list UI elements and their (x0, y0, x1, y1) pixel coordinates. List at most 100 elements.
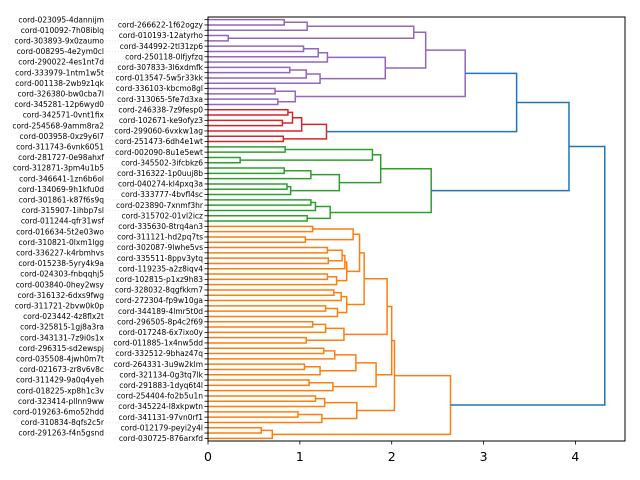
leaf-label: cord-310834-8qfs2c5r (21, 418, 105, 427)
leaf-label: cord-018225-xp8h1c3v (17, 386, 105, 395)
leaf-label: cord-011244-qfr31wsf (21, 217, 105, 226)
dendrogram-link (208, 69, 308, 79)
dendrogram-link (346, 252, 365, 306)
leaf-label: cord-251473-6dh4e1wt (115, 137, 203, 146)
dendrogram-link (208, 323, 327, 334)
leaf-label: cord-003958-0xz9y6l7 (20, 132, 105, 141)
dendrogram-link (240, 148, 374, 161)
dendrogram-link (208, 66, 291, 74)
leaf-label: cord-102815-p1xz9h83 (116, 275, 204, 284)
leaf-label: cord-134069-9h1kfu0d (18, 185, 104, 194)
dendrogram-link (208, 119, 284, 127)
dendrogram-link (208, 146, 286, 153)
x-tick-label: 3 (480, 449, 488, 464)
leaf-label: cord-290022-4es1nt7d (18, 58, 104, 67)
dendrogram-link (320, 56, 387, 80)
leaf-label: cord-296505-8p4c2f69 (117, 317, 203, 326)
leaf-label: cord-021673-zr8v6v8c (19, 365, 104, 374)
dendrogram-link (208, 225, 314, 233)
dendrogram-link (208, 156, 241, 164)
dendrogram-link (431, 101, 570, 192)
leaf-label: cord-015238-5yry4k9a (18, 259, 104, 268)
dendrogram-link (208, 257, 330, 265)
leaf-label: cord-344189-4lmr5t0d (118, 307, 203, 316)
leaf-label: cord-342571-0vnt1fix (23, 111, 105, 120)
dendrogram-link (208, 363, 306, 371)
dendrogram-link (208, 350, 336, 360)
dendrogram-link (208, 183, 288, 190)
leaf-label: cord-016634-5t2e03wo (16, 227, 104, 236)
leaf-label: cord-296315-sd2ewspj (19, 344, 104, 353)
dendrogram-link (208, 199, 312, 206)
leaf-label: cord-002090-8u1e5ewt (115, 148, 203, 157)
dendrogram-link (208, 236, 307, 243)
leaf-label: cord-254404-fo2b5u1n (117, 392, 204, 401)
leaf-label: cord-291263-f4n5gsnd (18, 429, 104, 438)
dendrogram-link (450, 145, 606, 406)
dendrogram-link (208, 246, 329, 254)
leaf-label: cord-250118-0lfjyfzq (125, 52, 203, 61)
leaf-label: cord-010193-12atyrho (119, 31, 204, 40)
dendrogram-link (208, 411, 299, 418)
dendrogram-link (272, 374, 452, 436)
leaf-label: cord-264331-3u9w2klm (114, 360, 203, 369)
dendrogram-link (208, 347, 325, 355)
dendrogram-link (228, 25, 415, 39)
leaf-label: cord-040274-kl4pxq3a (118, 180, 203, 189)
dendrogram-link (320, 354, 357, 372)
dendrogram-link (385, 31, 427, 69)
dendrogram-link (208, 52, 329, 63)
dendrogram-link (321, 401, 358, 420)
dendrogram-link (208, 48, 319, 58)
leaf-label: cord-315702-01vl2icz (122, 211, 204, 220)
leaf-label: cord-102671-ke9ofyz3 (119, 116, 203, 125)
leaf-label: cord-332512-9bhaz47q (115, 349, 203, 358)
dendrogram-link (339, 154, 382, 184)
leaf-label: cord-333777-4bvfl4sc (121, 190, 203, 199)
leaf-label: cord-316322-1p0uuj8b (117, 169, 203, 178)
dendrogram-link (208, 395, 317, 402)
dendrogram-link (327, 249, 343, 262)
leaf-label: cord-345502-3ifcbkz6 (121, 158, 203, 167)
dendrogram-link (305, 228, 354, 241)
dendrogram-link (208, 201, 317, 212)
dendrogram-link (332, 362, 377, 388)
leaf-label: cord-001138-2wb9z1qk (15, 79, 104, 88)
leaf-label: cord-017248-6x7ixo0y (118, 328, 203, 337)
dendrogram-link (208, 275, 338, 286)
leaf-label: cord-344992-2tl31zp6 (120, 42, 204, 51)
dendrogram-links (208, 18, 606, 440)
leaf-label: cord-303893-9x0zaumo (14, 36, 104, 45)
dendrogram-link (208, 18, 285, 26)
dendrogram-link (208, 291, 342, 302)
leaf-label: cord-316132-6dxs9fwg (17, 291, 104, 300)
leaf-label: cord-312871-3pm4u1b5 (13, 164, 104, 173)
leaf-label: cord-343131-7z9i0s1x (20, 333, 104, 342)
dendrogram-link (208, 413, 323, 424)
dendrogram-link (208, 429, 274, 440)
dendrogram-link (208, 185, 292, 196)
leaf-label: cord-254568-9amm8ra2 (12, 121, 104, 130)
dendrogram-link (208, 109, 289, 116)
leaf-label: cord-010092-7h08iblq (21, 26, 104, 35)
leaf-label: cord-008295-4e2ym0cl (17, 47, 104, 56)
dendrogram-link (208, 167, 285, 175)
dendrogram-link (208, 116, 303, 132)
leaf-label: cord-346641-1zn6b6ol (19, 174, 104, 183)
leaf-label: cord-311121-hd2pq7ts (117, 233, 203, 242)
dendrogram-link (306, 327, 345, 342)
leaf-label: cord-321134-0g3tq7lk (119, 370, 203, 379)
x-tick-label: 2 (388, 449, 396, 464)
dendrogram-link (282, 111, 294, 124)
leaf-label: cord-302087-9lwhe5vs (117, 243, 203, 252)
leaf-label: cord-266622-1f62ogzy (118, 21, 204, 30)
leaf-labels: cord-023095-4dannijm cord-266622-1f62ogzy… (12, 15, 208, 443)
dendrogram-link (208, 87, 276, 95)
dendrogram-link (208, 45, 305, 53)
leaf-label: cord-311429-9a0q4yeh (16, 376, 104, 385)
leaf-label: cord-019263-6mo52hdd (13, 407, 104, 416)
leaf-label: cord-313065-5fe7d3xa (117, 95, 203, 104)
leaf-label: cord-310821-0lxm1lgg (19, 238, 105, 247)
x-tick-label: 4 (571, 449, 579, 464)
leaf-label: cord-345224-l8xkpwtn (118, 402, 203, 411)
